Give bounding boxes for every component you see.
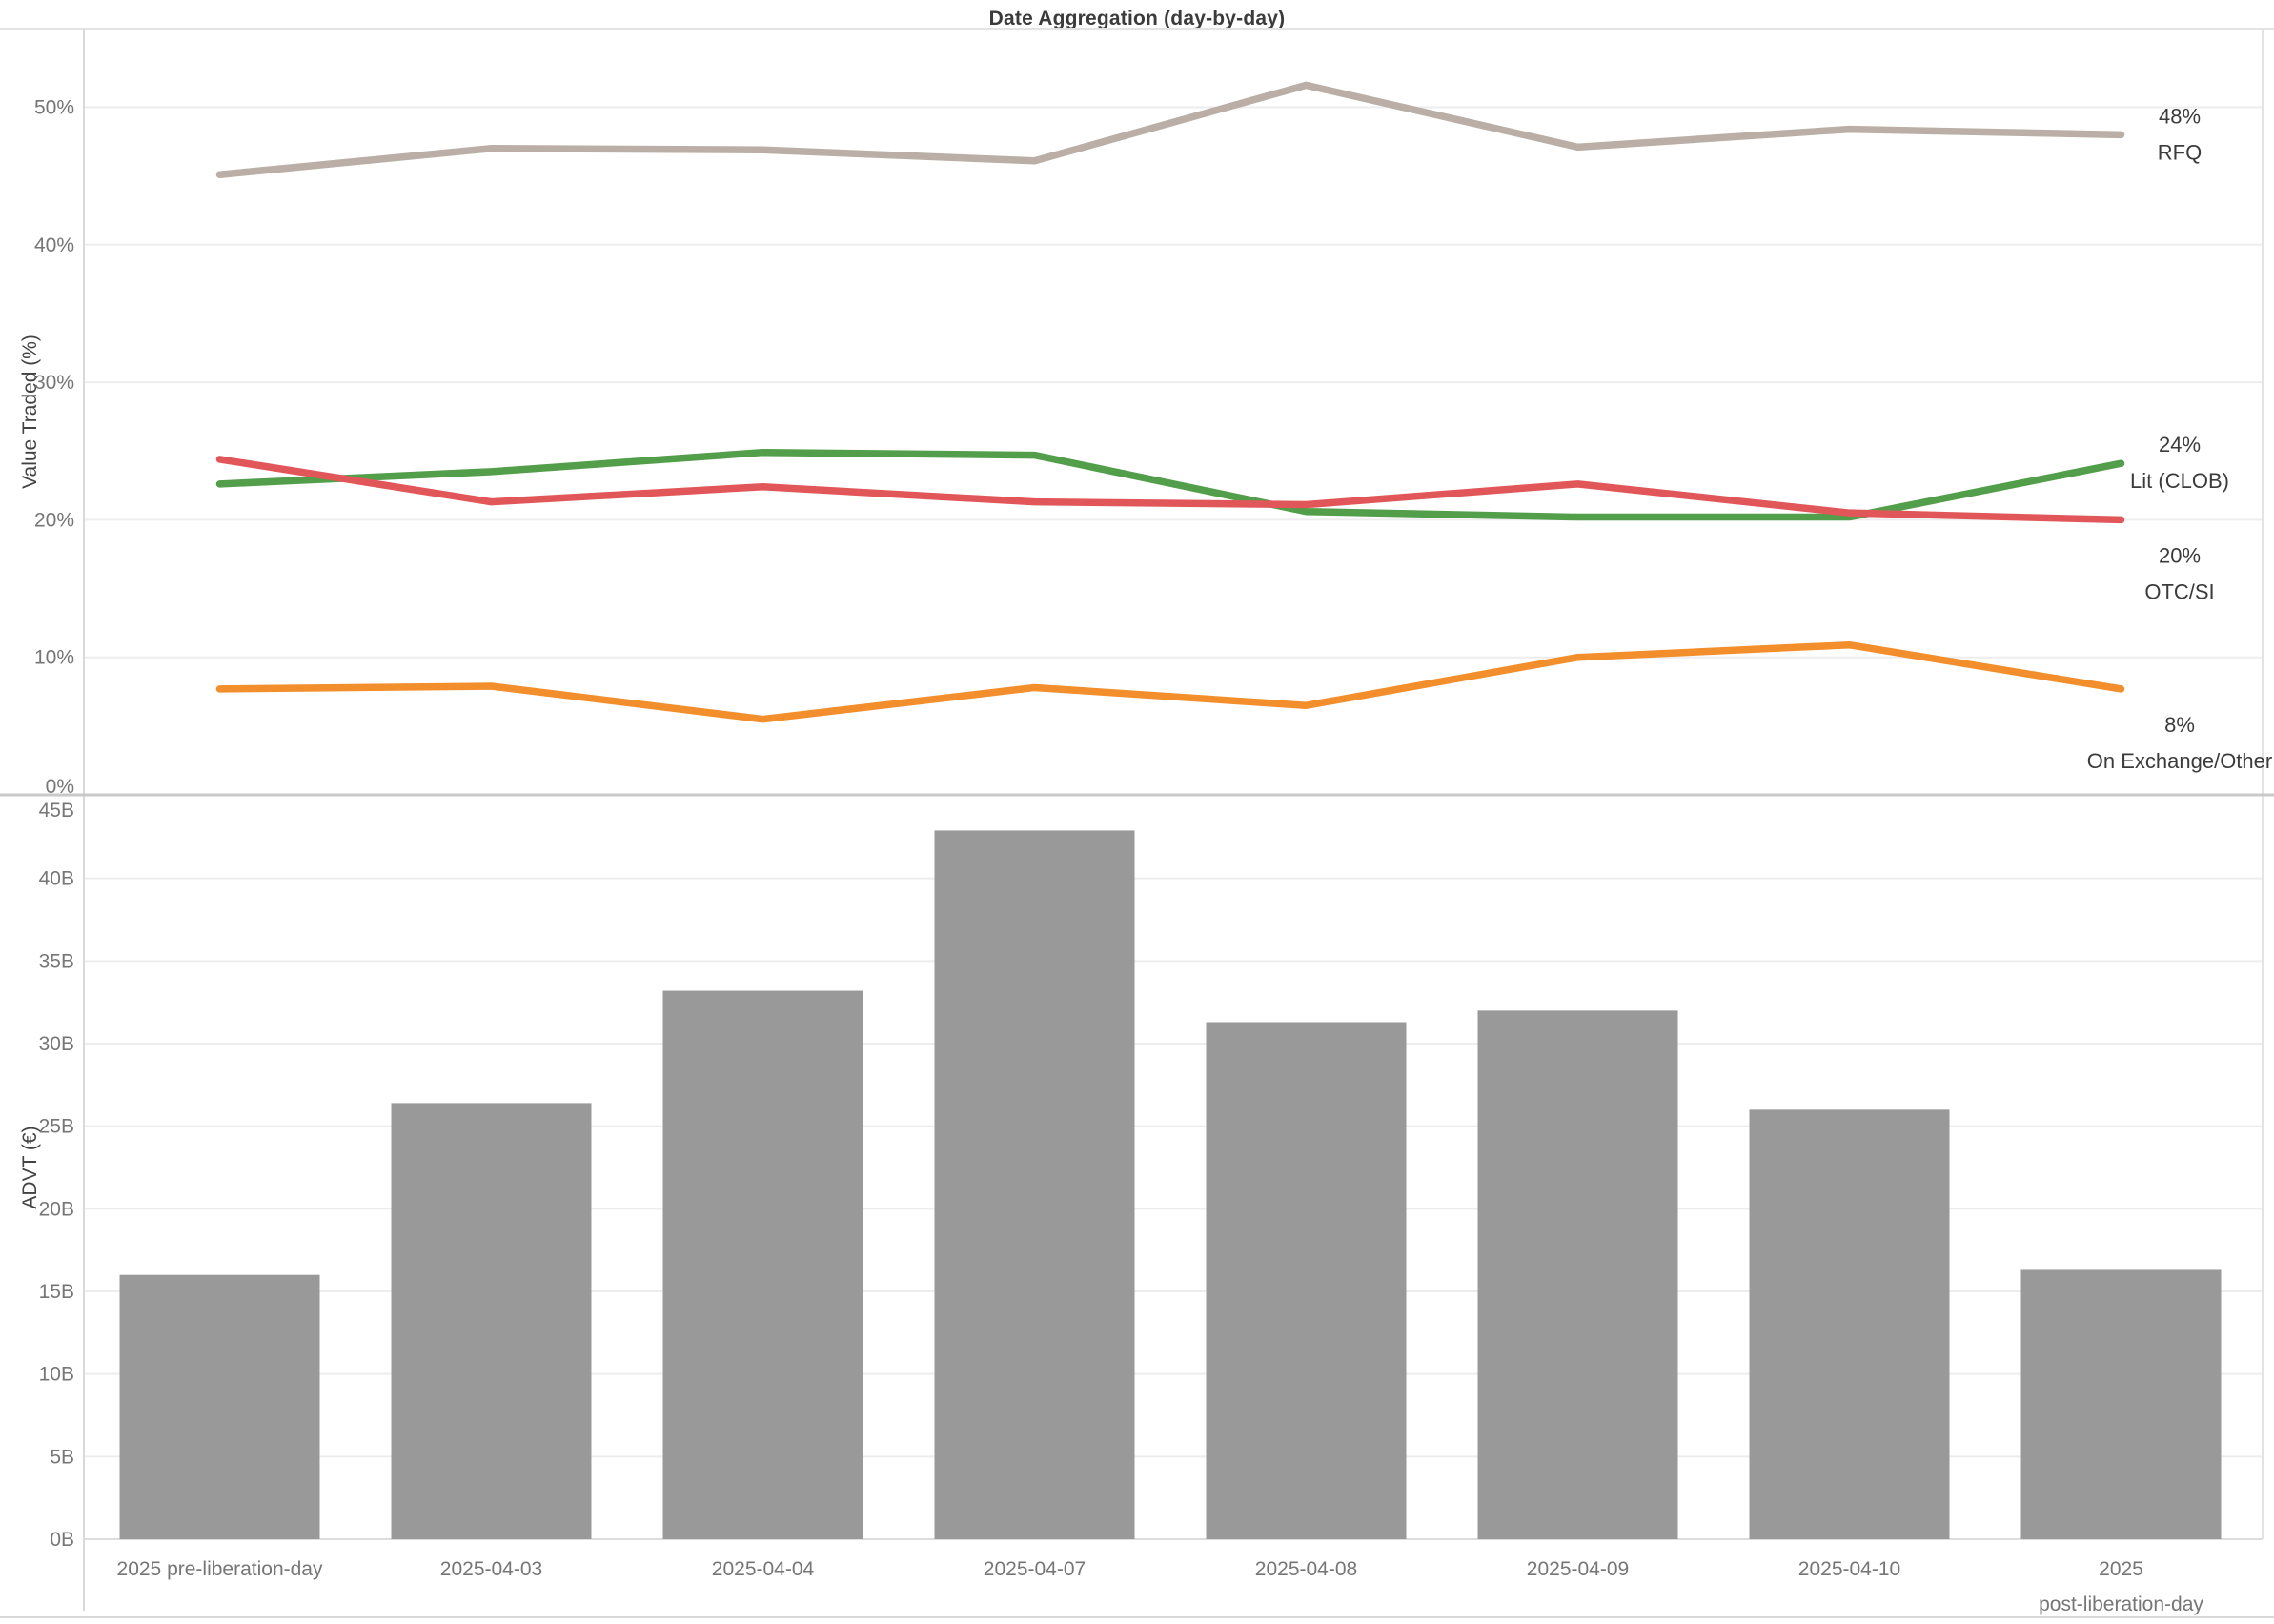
x-tick-label-2025-04-04: 2025-04-04	[712, 1558, 815, 1580]
y-tick-label-0%: 0%	[46, 776, 74, 798]
bar-2025-04-03[interactable]	[391, 1103, 592, 1539]
y-tick-label-45B: 45B	[39, 800, 74, 822]
x-tick-label-2025 post-liberation-day: 2025	[2099, 1558, 2143, 1580]
bar-2025-04-07[interactable]	[934, 830, 1135, 1539]
y-tick-label-25B: 25B	[39, 1116, 74, 1138]
y-tick-label-20%: 20%	[34, 509, 74, 531]
series-end-name-RFQ: RFQ	[2158, 140, 2202, 164]
bar-2025-04-04[interactable]	[662, 990, 863, 1539]
bar-2025-04-09[interactable]	[1477, 1010, 1678, 1539]
y-tick-label-15B: 15B	[39, 1281, 74, 1303]
series-line-On Exchange/Other[interactable]	[215, 640, 2125, 723]
series-end-value-OTC/SI: 20%	[2159, 543, 2201, 567]
y-tick-label-30B: 30B	[39, 1033, 74, 1055]
series-end-value-On Exchange/Other: 8%	[2164, 713, 2195, 737]
y-tick-label-35B: 35B	[39, 950, 74, 972]
x-tick-label-2025 post-liberation-day: post-liberation-day	[2039, 1594, 2203, 1615]
x-tick-label-2025-04-08: 2025-04-08	[1255, 1558, 1357, 1580]
x-tick-label-2025-04-07: 2025-04-07	[984, 1558, 1086, 1580]
bar-2025 post-liberation-day[interactable]	[2020, 1269, 2222, 1539]
bar-2025-04-10[interactable]	[1749, 1109, 1950, 1539]
bar-2025 pre-liberation-day[interactable]	[119, 1274, 320, 1539]
series-line-Lit (CLOB)[interactable]	[215, 448, 2125, 521]
series-end-value-Lit (CLOB): 24%	[2159, 433, 2201, 457]
y-tick-label-10%: 10%	[34, 647, 74, 669]
bar-2025-04-08[interactable]	[1206, 1022, 1407, 1539]
x-tick-label-2025-04-09: 2025-04-09	[1527, 1558, 1629, 1580]
y-tick-label-40%: 40%	[34, 234, 74, 256]
y-tick-label-30%: 30%	[34, 372, 74, 394]
y-tick-label-50%: 50%	[34, 97, 74, 119]
series-end-name-On Exchange/Other: On Exchange/Other	[2087, 749, 2272, 773]
x-tick-label-2025 pre-liberation-day: 2025 pre-liberation-day	[117, 1558, 323, 1580]
series-line-OTC/SI[interactable]	[215, 456, 2125, 524]
y-tick-label-5B: 5B	[50, 1446, 74, 1468]
y-tick-label-0B: 0B	[50, 1529, 74, 1551]
y-tick-label-10B: 10B	[39, 1364, 74, 1386]
series-end-name-OTC/SI: OTC/SI	[2144, 579, 2214, 603]
y-tick-label-20B: 20B	[39, 1198, 74, 1220]
series-line-RFQ[interactable]	[215, 81, 2125, 178]
series-end-name-Lit (CLOB): Lit (CLOB)	[2130, 469, 2229, 493]
page-title: Date Aggregation (day-by-day)	[988, 8, 1286, 30]
x-tick-label-2025-04-10: 2025-04-10	[1798, 1558, 1900, 1580]
x-tick-label-2025-04-03: 2025-04-03	[440, 1558, 542, 1580]
series-end-value-RFQ: 48%	[2159, 104, 2201, 128]
y-tick-label-40B: 40B	[39, 868, 74, 890]
